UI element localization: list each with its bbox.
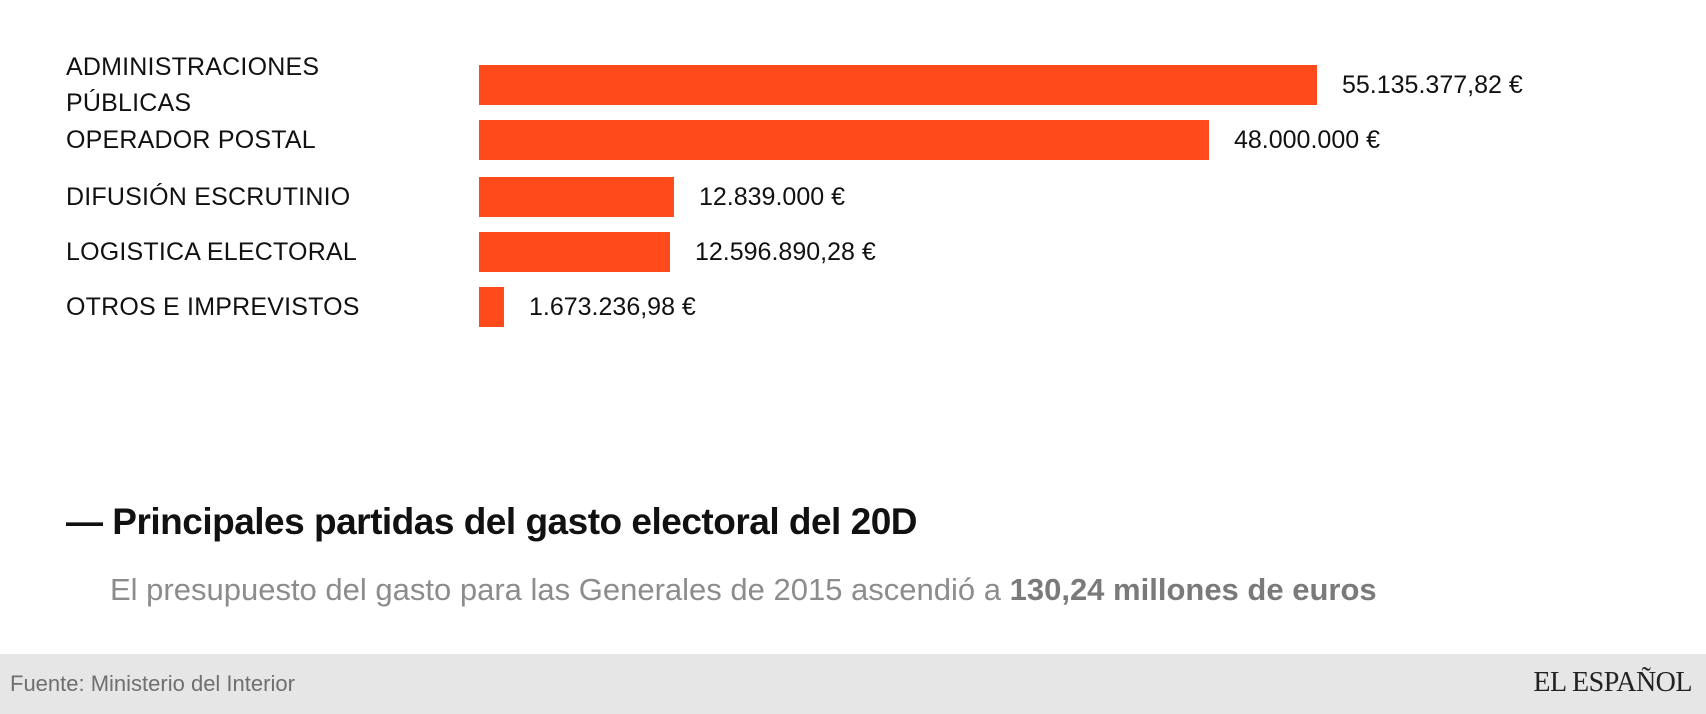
value-label: 55.135.377,82 € — [1342, 71, 1523, 99]
chart-subtitle: El presupuesto del gasto para las Genera… — [110, 568, 1377, 612]
category-label-line: ADMINISTRACIONES — [66, 53, 320, 81]
bar-chart: ADMINISTRACIONES PÚBLICAS 55.135.377,82 € O… — [66, 49, 1523, 327]
category-label: DIFUSIÓN ESCRUTINIO — [66, 179, 446, 215]
value-label: 48.000.000 € — [1234, 126, 1380, 154]
chart-title: — Principales partidas del gasto elector… — [66, 497, 917, 547]
category-label-line: PÚBLICAS — [66, 89, 192, 117]
footer-bar: Fuente: Ministerio del Interior EL ESPAÑ… — [0, 654, 1706, 714]
bar — [479, 120, 1209, 160]
title-dash: — — [66, 501, 103, 542]
bar — [479, 65, 1317, 105]
category-label-line: OTROS E IMPREVISTOS — [66, 293, 360, 321]
bar — [479, 287, 504, 327]
category-label: ADMINISTRACIONES PÚBLICAS — [66, 49, 446, 121]
value-label: 12.839.000 € — [699, 183, 845, 211]
subtitle-prefix: El presupuesto del gasto para las Genera… — [110, 572, 1010, 607]
title-text: Principales partidas del gasto electoral… — [112, 501, 917, 542]
bar — [479, 177, 674, 217]
category-label-line: DIFUSIÓN ESCRUTINIO — [66, 183, 351, 211]
category-label: OPERADOR POSTAL — [66, 122, 446, 158]
subtitle-emphasis: 130,24 millones de euros — [1009, 572, 1377, 607]
category-label: LOGISTICA ELECTORAL — [66, 234, 446, 270]
category-label: OTROS E IMPREVISTOS — [66, 289, 446, 325]
value-label: 1.673.236,98 € — [529, 293, 696, 321]
brand-logo: EL ESPAÑOL — [1533, 667, 1692, 698]
category-label-line: OPERADOR POSTAL — [66, 126, 316, 154]
value-label: 12.596.890,28 € — [695, 238, 876, 266]
bar — [479, 232, 670, 272]
category-label-line: LOGISTICA ELECTORAL — [66, 238, 357, 266]
source-note: Fuente: Ministerio del Interior — [10, 671, 295, 696]
